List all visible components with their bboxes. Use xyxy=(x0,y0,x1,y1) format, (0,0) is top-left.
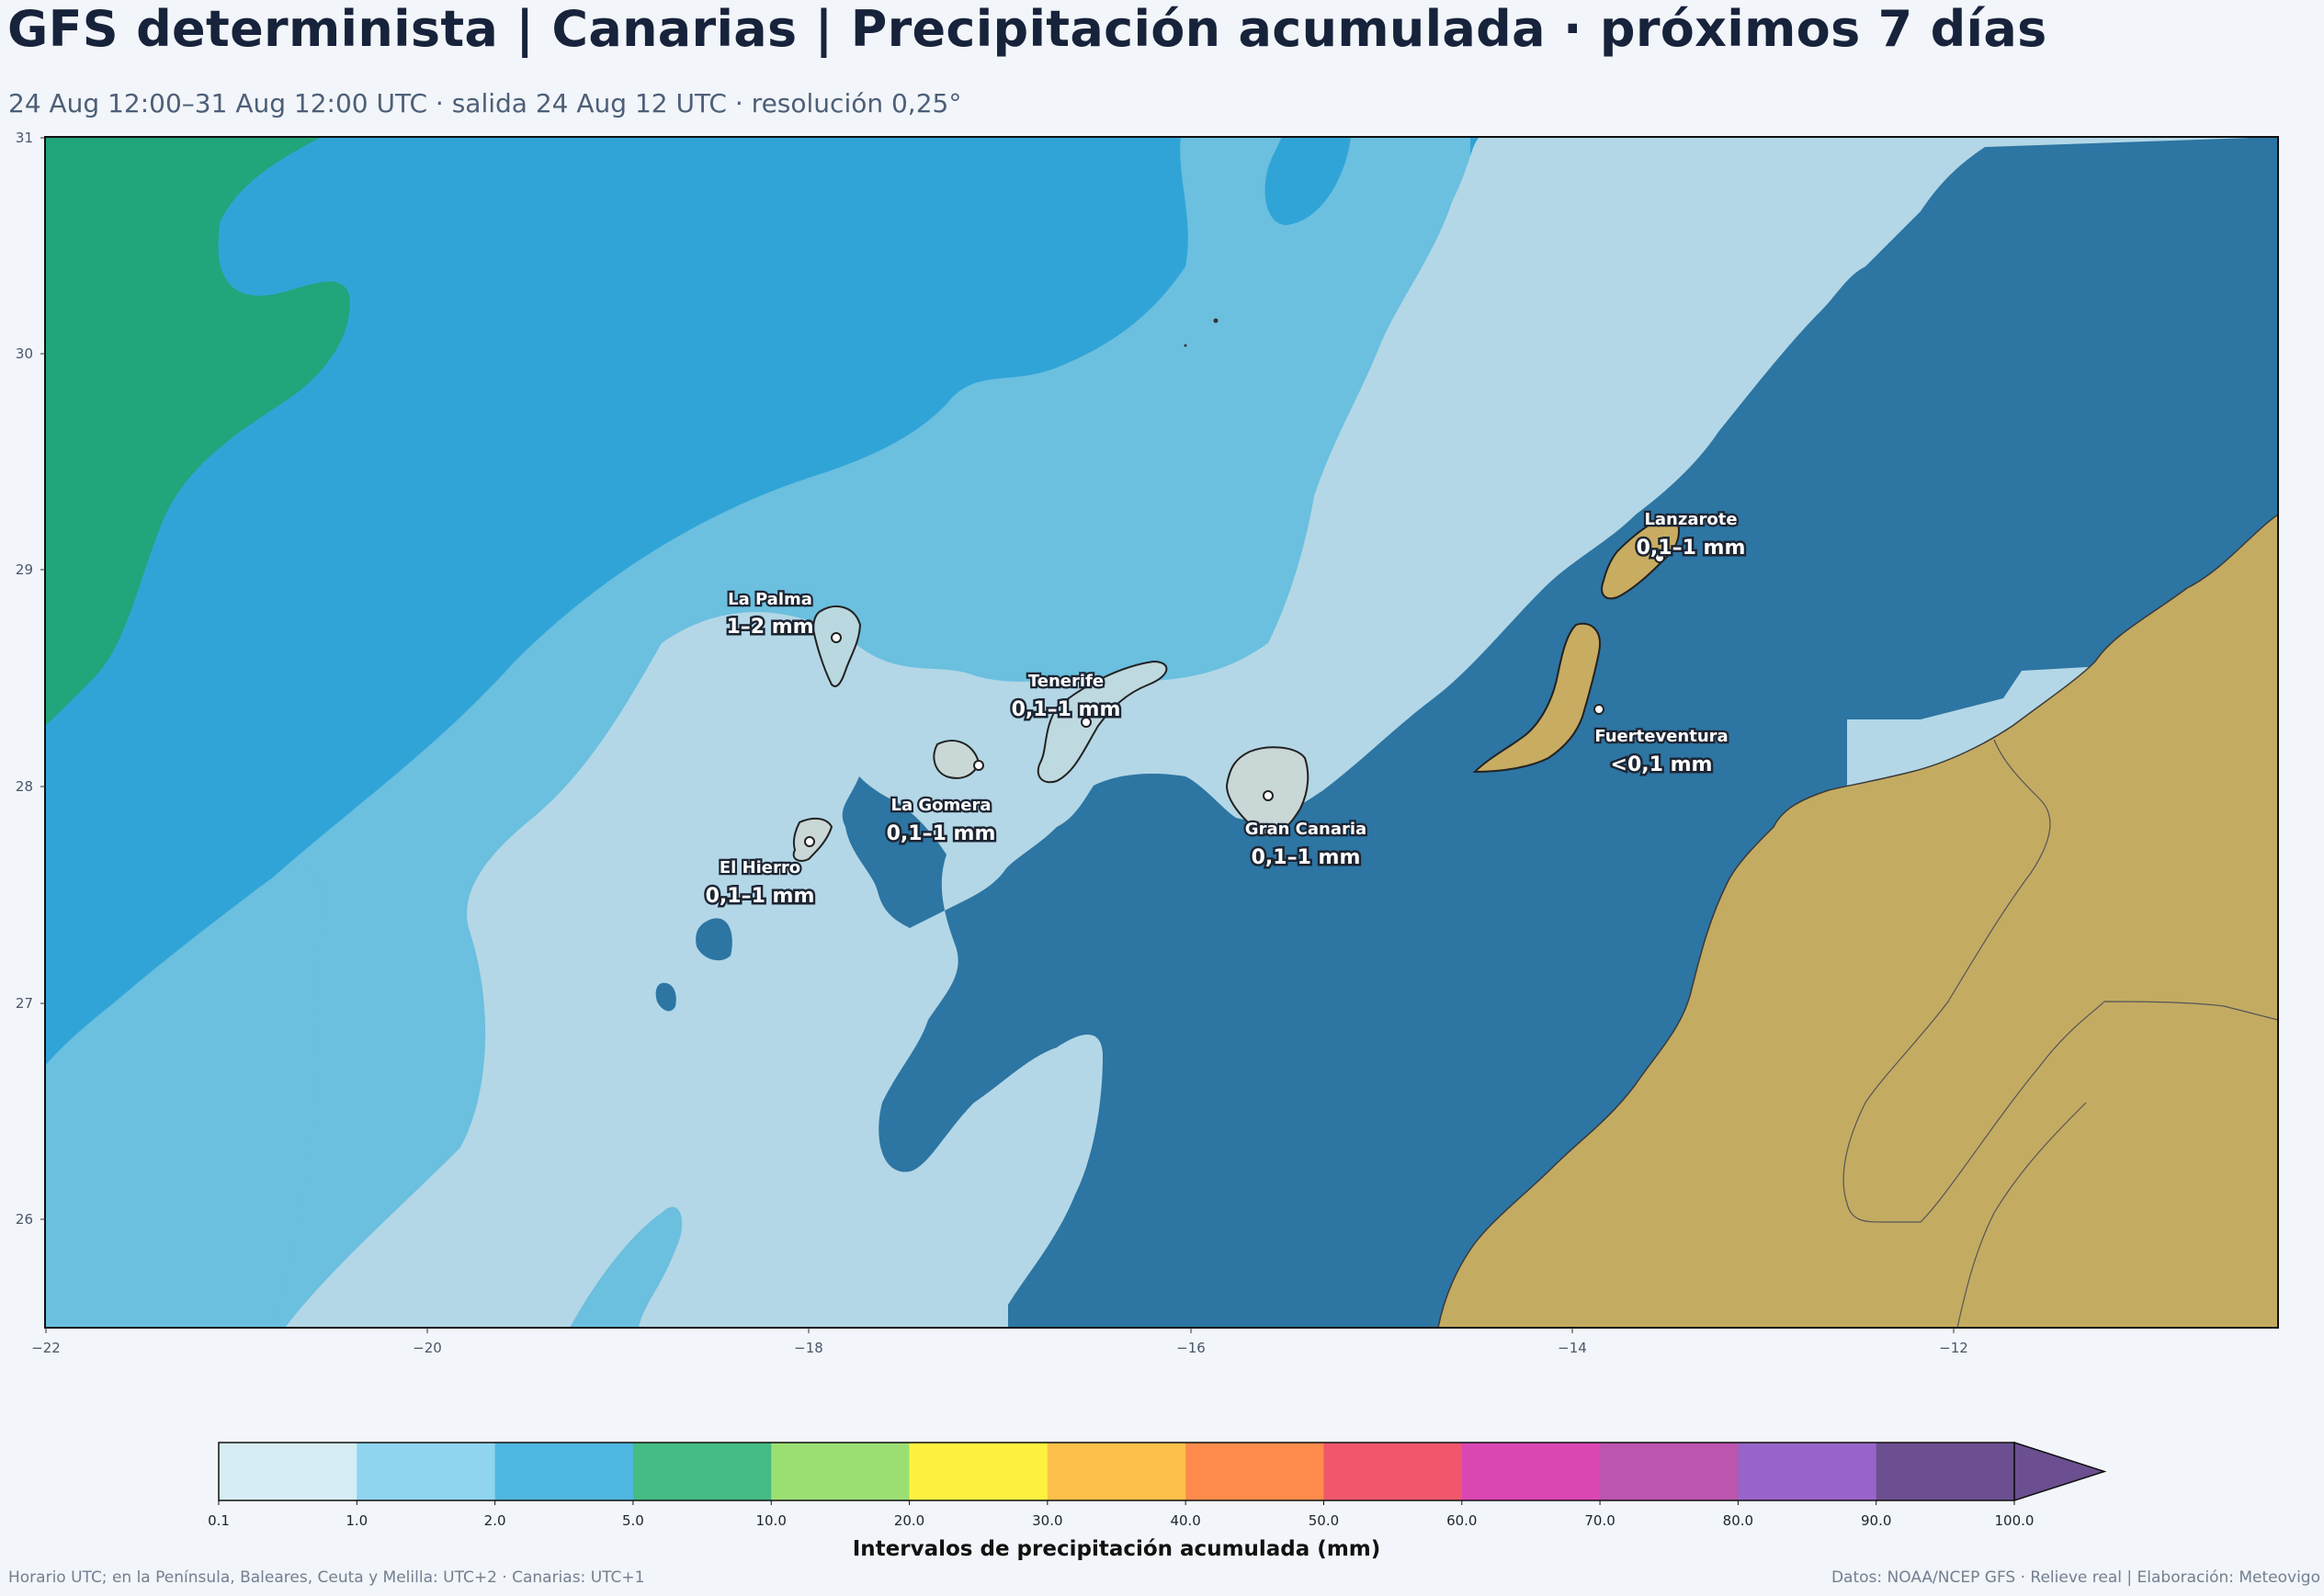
field-medium-bulge xyxy=(1264,137,1351,225)
label-fuerteventura-value: <0,1 mm xyxy=(1611,753,1713,776)
island-lanzarote xyxy=(1601,513,1680,600)
colorbar-tick-label: 50.0 xyxy=(1309,1512,1339,1529)
label-la-palma-value: 1–2 mm xyxy=(726,616,813,639)
marker-lanzarote xyxy=(1654,552,1665,563)
lon-tick-20: −20 xyxy=(413,1340,442,1356)
colorbar-swatch xyxy=(1461,1443,1601,1500)
label-gran-canaria-value: 0,1–1 mm xyxy=(1252,846,1361,869)
label-la-palma-name: La Palma xyxy=(728,590,812,609)
lon-tick-12: −12 xyxy=(1939,1340,1968,1356)
colorbar: 0.1 1.0 2.0 5.0 10.0 20.0 30.0 40.0 50.0 60.0 70.0… xyxy=(208,1441,2107,1529)
island-labels: La Palma 1–2 mm Tenerife 0,1–1 mm La Gom… xyxy=(703,508,1748,911)
footer-note: Horario UTC; en la Península, Baleares, … xyxy=(8,1568,645,1587)
colorbar-tick-label: 80.0 xyxy=(1723,1512,1753,1529)
lat-tick-29: 29 xyxy=(16,561,33,578)
footer-credits: Datos: NOAA/NCEP GFS · Relieve real | El… xyxy=(1831,1568,2320,1587)
map-frame xyxy=(44,136,2279,1329)
colorbar-tick-label: 100.0 xyxy=(1995,1512,2035,1529)
lat-tick-30: 30 xyxy=(16,345,33,362)
page-title: GFS determinista | Canarias | Precipitac… xyxy=(7,0,2047,58)
label-lanzarote-name: Lanzarote xyxy=(1644,510,1737,529)
colorbar-tick-label: 20.0 xyxy=(894,1512,924,1529)
island-la-gomera xyxy=(933,740,981,779)
label-tenerife-name: Tenerife xyxy=(1028,672,1104,691)
lat-tick-31: 31 xyxy=(16,130,33,146)
label-el-hierro-name: El Hierro xyxy=(720,858,800,877)
lon-tick-16: −16 xyxy=(1176,1340,1206,1356)
marker-gran-canaria xyxy=(1263,790,1274,801)
page-subtitle: 24 Aug 12:00–31 Aug 12:00 UTC · salida 2… xyxy=(8,88,962,119)
island-fuerteventura xyxy=(1472,622,1601,774)
marker-tenerife xyxy=(1081,717,1092,728)
lat-tick-27: 27 xyxy=(16,995,33,1012)
field-dry-hierro-2 xyxy=(655,982,676,1012)
colorbar-label: Intervalos de precipitación acumulada (m… xyxy=(853,1537,1381,1561)
label-el-hierro-value: 0,1–1 mm xyxy=(706,885,815,908)
lon-tick-22: −22 xyxy=(31,1340,61,1356)
africa-land xyxy=(1437,514,2278,1328)
colorbar-swatch xyxy=(1738,1443,1877,1500)
colorbar-frame xyxy=(218,1442,2015,1501)
colorbar-extend-arrow xyxy=(2013,1441,2107,1502)
colorbar-swatch xyxy=(1600,1443,1739,1500)
colorbar-tick-label: 1.0 xyxy=(346,1512,368,1529)
colorbar-swatch xyxy=(1047,1443,1186,1500)
colorbar-tick-label: 30.0 xyxy=(1032,1512,1062,1529)
island-la-palma xyxy=(811,606,862,687)
label-fuerteventura-name: Fuerteventura xyxy=(1594,727,1728,746)
lat-tick-26: 26 xyxy=(16,1211,33,1228)
colorbar-swatch xyxy=(1323,1443,1463,1500)
lon-axis: −22 −20 −18 −16 −14 −12 xyxy=(31,1328,1968,1356)
colorbar-swatch xyxy=(357,1443,496,1500)
colorbar-tick-label: 90.0 xyxy=(1861,1512,1891,1529)
colorbar-swatch xyxy=(494,1443,634,1500)
colorbar-tick-label: 10.0 xyxy=(756,1512,787,1529)
border-line-2 xyxy=(1956,1102,2087,1328)
colorbar-tick-label: 5.0 xyxy=(622,1512,644,1529)
lat-tick-28: 28 xyxy=(16,778,33,795)
label-la-gomera-value: 0,1–1 mm xyxy=(887,822,996,845)
label-tenerife-value: 0,1–1 mm xyxy=(1012,698,1121,721)
colorbar-tick-label: 0.1 xyxy=(208,1512,230,1529)
label-la-gomera-name: La Gomera xyxy=(890,796,991,815)
marker-fuerteventura xyxy=(1593,704,1604,715)
colorbar-swatch xyxy=(1185,1443,1324,1500)
colorbar-tick-label: 60.0 xyxy=(1446,1512,1477,1529)
label-gran-canaria-name: Gran Canaria xyxy=(1245,820,1366,839)
colorbar-swatch xyxy=(771,1443,911,1500)
colorbar-swatch xyxy=(1876,1443,2015,1500)
colorbar-tick-label: 2.0 xyxy=(484,1512,506,1529)
islands-layer xyxy=(792,318,1680,862)
marker-la-palma xyxy=(831,632,842,643)
field-dry-hierro xyxy=(696,918,732,961)
field-green xyxy=(45,137,350,726)
colorbar-swatch xyxy=(219,1443,357,1500)
lon-tick-18: −18 xyxy=(794,1340,823,1356)
islet-salvajes-2 xyxy=(1184,344,1187,347)
marker-el-hierro xyxy=(804,836,815,847)
map-fields xyxy=(45,137,2278,1328)
colorbar-tick-label: 70.0 xyxy=(1584,1512,1615,1529)
field-light-tongue-2 xyxy=(45,868,323,1328)
island-tenerife xyxy=(1037,660,1168,784)
lon-tick-14: −14 xyxy=(1558,1340,1587,1356)
marker-la-gomera xyxy=(973,760,984,771)
border-line xyxy=(1842,739,2278,1223)
field-light-tongue xyxy=(570,1206,683,1328)
colorbar-swatch xyxy=(909,1443,1049,1500)
islet-salvajes xyxy=(1213,318,1219,323)
label-lanzarote-value: 0,1–1 mm xyxy=(1637,537,1746,560)
lat-axis: 31 30 29 28 27 26 xyxy=(16,130,45,1228)
colorbar-tick-label: 40.0 xyxy=(1170,1512,1200,1529)
colorbar-swatch xyxy=(632,1443,772,1500)
